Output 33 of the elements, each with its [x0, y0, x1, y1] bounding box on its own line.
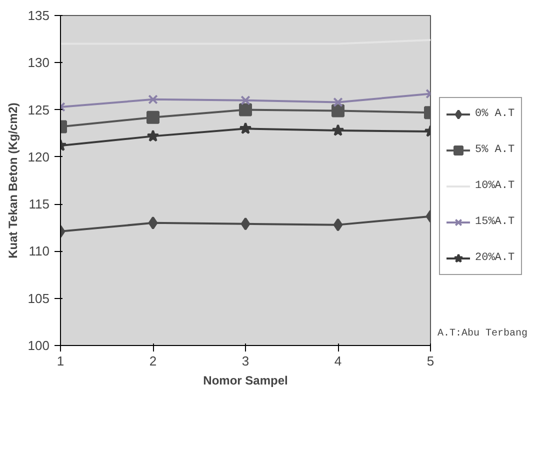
- y-tick-label: 110: [28, 244, 50, 259]
- point: [333, 97, 343, 108]
- x-tick-label: 5: [426, 354, 434, 368]
- y-tick-label: 135: [28, 8, 50, 23]
- y-tick-label: 100: [28, 338, 50, 353]
- point: [239, 122, 252, 134]
- point: [148, 216, 158, 230]
- legend-label: 20%A.T: [475, 252, 515, 264]
- x-tick-label: 3: [242, 354, 250, 368]
- point: [332, 104, 344, 118]
- point: [332, 124, 344, 136]
- legend-label: 10%A.T: [475, 180, 515, 192]
- x-tick-label: 2: [149, 354, 157, 368]
- point: [146, 130, 160, 142]
- legend-label: 15%A.T: [475, 216, 515, 228]
- y-tick-label: 115: [28, 196, 50, 212]
- y-axis-title: Kuat Tekan Beton (Kg/cm2): [6, 102, 20, 258]
- x-tick-label: 1: [56, 354, 64, 368]
- x-axis-title: Nomor Sampel: [203, 374, 288, 388]
- point: [333, 218, 343, 232]
- text: A.T:Abu Terbang: [438, 328, 528, 340]
- legend-label: 0% A.T: [475, 108, 515, 120]
- y-tick-label: 120: [28, 149, 50, 164]
- y-tick-label: 105: [28, 290, 50, 306]
- x-tick-label: 4: [334, 354, 342, 368]
- y-tick-label: 125: [28, 102, 50, 118]
- point: [148, 94, 158, 104]
- point: [146, 110, 160, 124]
- point: [239, 103, 252, 116]
- point: [240, 217, 250, 230]
- point: [240, 95, 250, 106]
- legend-label: 5% A.T: [475, 144, 515, 156]
- y-tick-label: 130: [28, 55, 50, 70]
